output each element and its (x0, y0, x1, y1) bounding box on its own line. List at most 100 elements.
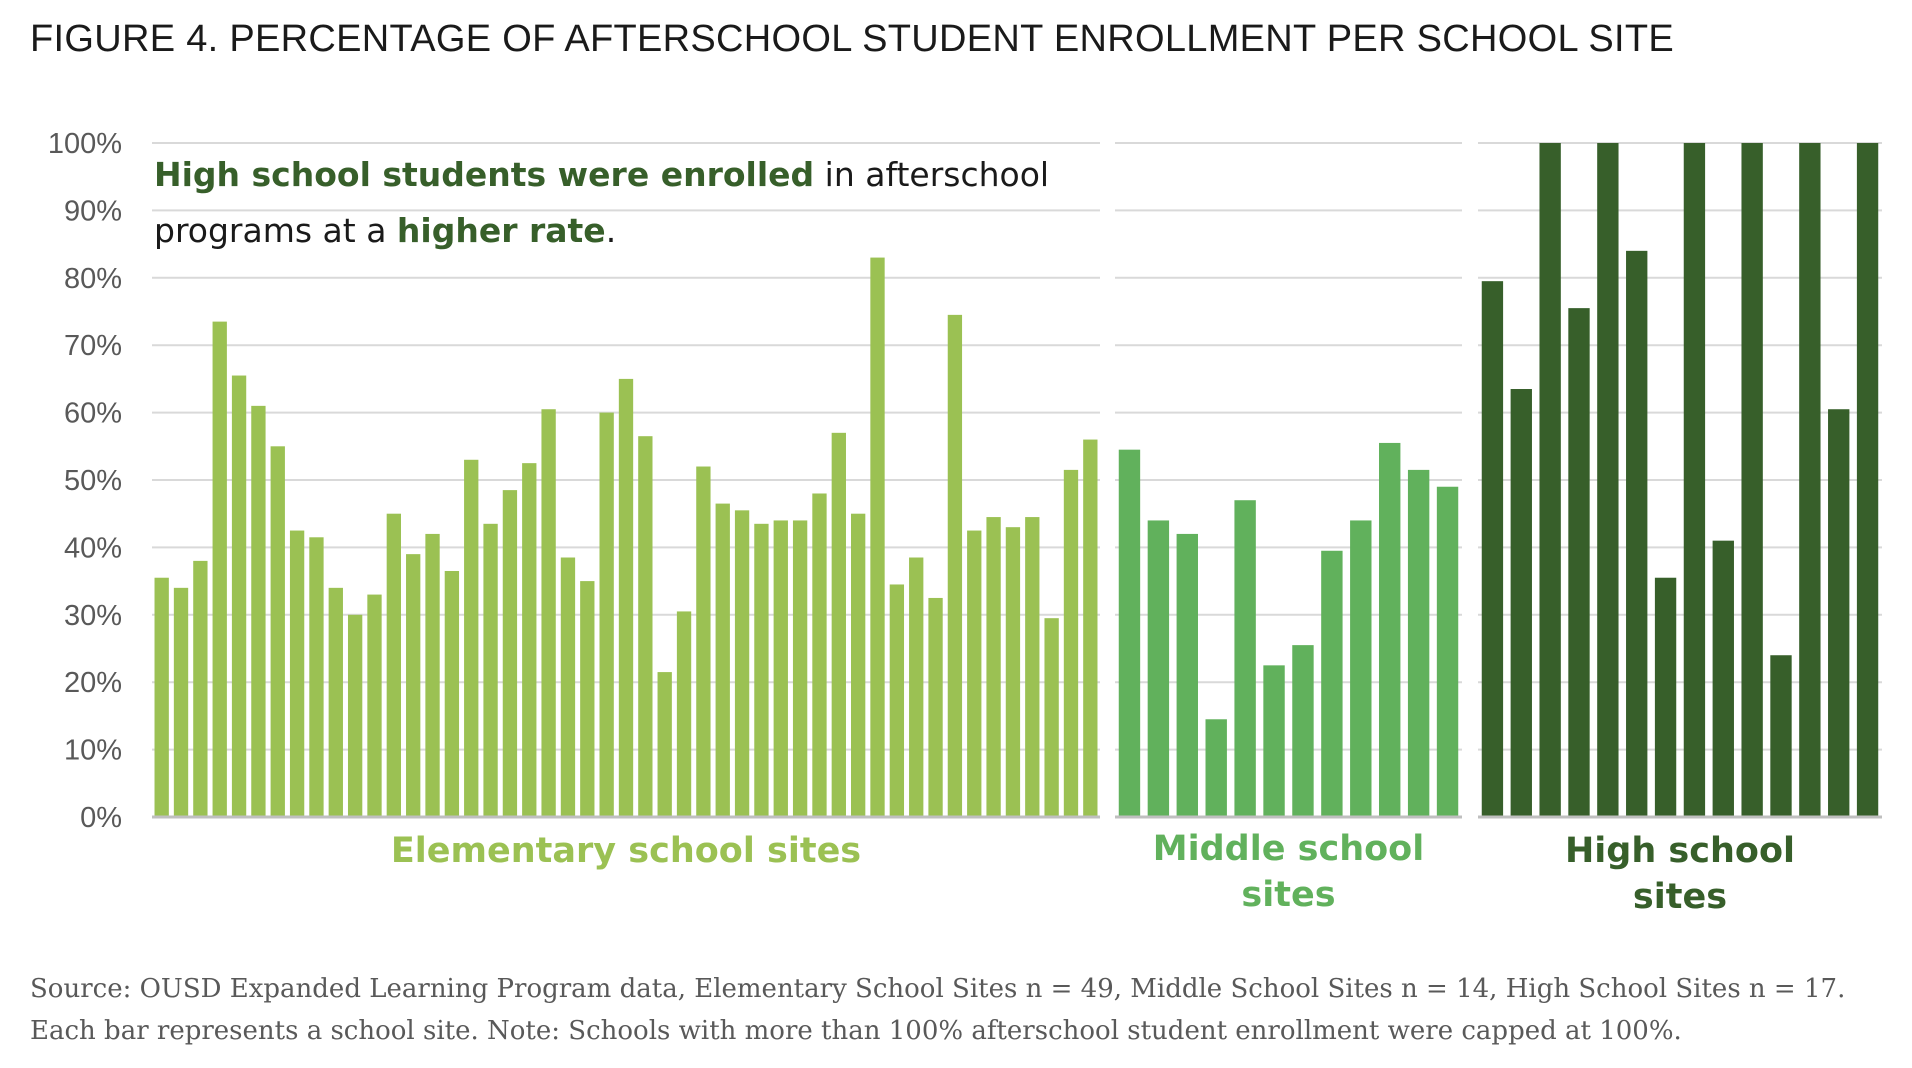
bar (541, 409, 556, 817)
bar (1083, 439, 1098, 817)
bar (1263, 665, 1285, 817)
bar (328, 587, 343, 817)
bar (1176, 533, 1198, 817)
bar (986, 517, 1001, 817)
bar (773, 520, 788, 817)
bar (1292, 645, 1314, 817)
bar (928, 597, 943, 817)
bar (386, 513, 401, 817)
bar (270, 446, 285, 817)
y-tick-label: 100% (48, 128, 122, 160)
bar (851, 513, 866, 817)
bar (1481, 281, 1504, 817)
bar (618, 378, 634, 817)
bar (792, 520, 808, 817)
bar (347, 614, 363, 817)
y-tick-label: 50% (64, 465, 122, 497)
bar (657, 672, 672, 817)
bar (1205, 719, 1227, 817)
annotation-highlight-1: High school students were enrolled (154, 155, 814, 194)
bar (889, 584, 905, 817)
bar (309, 537, 324, 817)
bar (1321, 550, 1343, 817)
group-label: sites (1241, 875, 1335, 915)
y-axis-tick-labels: 0% 10% 20% 30% 40% 50% 60% 70% 80% 90% 100% (48, 128, 122, 834)
annotation-line-2: programs at a higher rate. (154, 211, 616, 250)
bar (967, 530, 982, 817)
bar (734, 510, 750, 817)
bar (638, 436, 653, 817)
bar (812, 493, 827, 817)
annotation-highlight-2: higher rate (397, 211, 606, 250)
bar (289, 530, 305, 817)
bar (251, 405, 266, 817)
bar (367, 594, 382, 817)
bar (1683, 143, 1706, 817)
bar (193, 560, 208, 817)
y-tick-label: 90% (64, 195, 122, 227)
bar (1350, 520, 1372, 817)
group-label: Elementary school sites (391, 831, 861, 871)
bar (1379, 442, 1401, 817)
bar (560, 557, 576, 817)
source-note: Source: OUSD Expanded Learning Program d… (30, 974, 1846, 1046)
bar (947, 314, 963, 817)
bar (1436, 486, 1459, 817)
bar (464, 459, 479, 817)
bar (1654, 577, 1677, 817)
bar (1044, 618, 1059, 817)
bar (909, 557, 924, 817)
figure-title: FIGURE 4. PERCENTAGE OF AFTERSCHOOL STUD… (30, 18, 1675, 60)
bar (173, 587, 189, 817)
bar (831, 432, 846, 817)
bar (715, 503, 730, 817)
y-tick-label: 10% (64, 735, 122, 767)
bar (676, 611, 692, 817)
bar (1510, 389, 1532, 817)
bar (1597, 143, 1619, 817)
bar (231, 375, 247, 817)
bar (483, 523, 498, 817)
bar (425, 533, 440, 817)
y-tick-label: 60% (64, 398, 122, 430)
bar (1828, 409, 1850, 817)
bar (154, 577, 169, 817)
bar (754, 523, 769, 817)
bar (1147, 520, 1170, 817)
bar (1626, 250, 1648, 818)
annotation-text-2a: programs at a (154, 211, 397, 250)
bar (1712, 540, 1734, 817)
bar (580, 581, 595, 817)
bar (406, 554, 421, 817)
bar (870, 257, 885, 818)
bar (1407, 469, 1430, 817)
bar (1005, 527, 1021, 817)
y-tick-label: 30% (64, 600, 122, 632)
annotation-text-1: in afterschool (814, 155, 1049, 194)
bar (522, 463, 537, 817)
bar (1568, 308, 1590, 817)
y-tick-label: 0% (80, 802, 122, 834)
bar (1063, 469, 1079, 817)
bar (1770, 655, 1792, 817)
bar (1118, 449, 1141, 817)
y-tick-label: 80% (64, 263, 122, 295)
y-tick-label: 70% (64, 330, 122, 362)
annotation-line-1: High school students were enrolled in af… (154, 155, 1049, 194)
bar (1799, 143, 1821, 817)
bars (154, 143, 1879, 818)
bar (502, 490, 518, 817)
bar (1234, 500, 1256, 817)
enrollment-bar-chart: 0% 10% 20% 30% 40% 50% 60% 70% 80% 90% 100% High s… (48, 128, 1882, 917)
y-tick-label: 20% (64, 667, 122, 699)
annotation-text-2b: . (606, 211, 617, 250)
bar (1025, 517, 1040, 817)
group-labels: Elementary school sites Middle school site… (391, 829, 1795, 917)
bar (444, 570, 460, 817)
y-tick-label: 40% (64, 532, 122, 564)
bar (1741, 143, 1763, 817)
bar (212, 321, 227, 817)
bar (1856, 143, 1879, 817)
group-label: sites (1633, 877, 1727, 917)
bar (599, 412, 614, 817)
